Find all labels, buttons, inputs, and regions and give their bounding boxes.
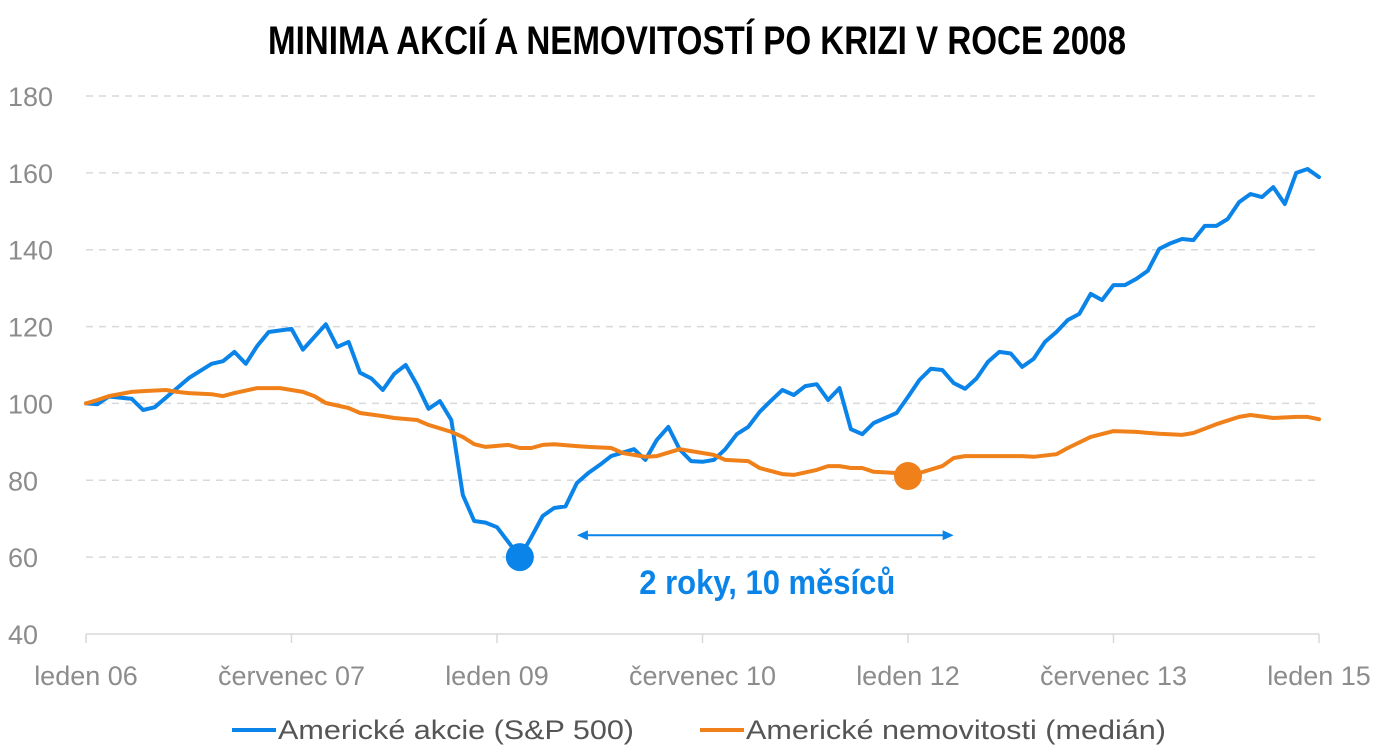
- y-tick-label: 60: [8, 543, 38, 573]
- y-tick-label: 120: [8, 313, 53, 343]
- legend-label-stocks: Americké akcie (S&P 500): [278, 715, 634, 745]
- x-tick-label: leden 15: [1267, 661, 1371, 691]
- duration-label: 2 roky, 10 měsíců: [639, 564, 895, 602]
- annotation: 2 roky, 10 měsíců: [576, 530, 954, 602]
- x-tick-label: leden 06: [34, 661, 138, 691]
- legend-label-real-estate: Americké nemovitosti (medián): [746, 715, 1166, 745]
- y-tick-label: 100: [8, 389, 53, 419]
- arrow-head-left-icon: [576, 530, 588, 541]
- gridlines: [86, 95, 1319, 558]
- y-tick-label: 160: [8, 159, 53, 189]
- x-tick-label: leden 09: [445, 661, 549, 691]
- stocks-line: [84, 167, 1321, 560]
- arrow-head-right-icon: [942, 530, 954, 541]
- real-estate-minimum-marker: [894, 462, 922, 491]
- series-lines: [84, 167, 1321, 572]
- y-tick-label: 40: [8, 620, 38, 650]
- y-tick-label: 80: [8, 466, 38, 496]
- x-tick-label: červenec 13: [1040, 661, 1187, 691]
- y-axis-ticks: 40 60 80 100 120 140 160 180: [8, 82, 53, 650]
- chart-title: MINIMA AKCIÍ A NEMOVITOSTÍ PO KRIZI V RO…: [268, 18, 1126, 63]
- x-tick-label: leden 12: [856, 661, 960, 691]
- y-tick-label: 180: [8, 82, 53, 112]
- y-tick-label: 140: [8, 236, 53, 266]
- x-axis: leden 06 červenec 07 leden 09 červenec 10 le…: [34, 633, 1371, 691]
- legend: Americké akcie (S&P 500) Americké nemovi…: [232, 715, 1166, 745]
- x-tick-label: červenec 10: [629, 661, 776, 691]
- stocks-minimum-marker: [505, 543, 534, 572]
- x-tick-label: červenec 07: [218, 661, 365, 691]
